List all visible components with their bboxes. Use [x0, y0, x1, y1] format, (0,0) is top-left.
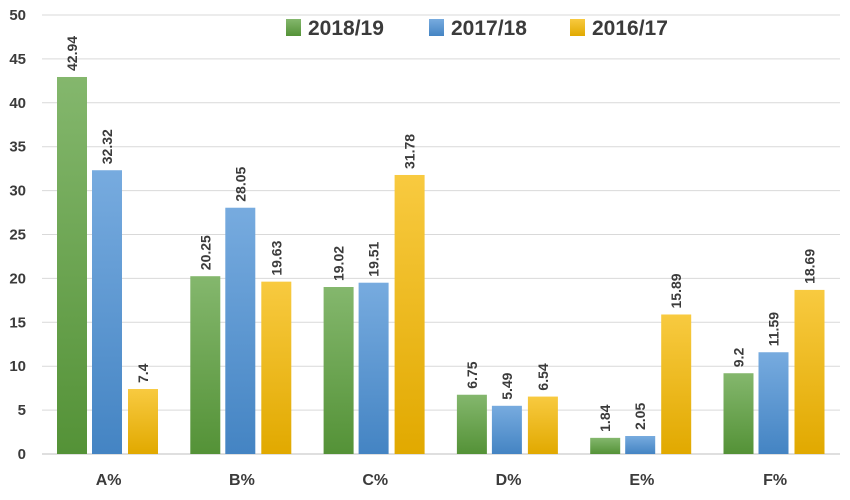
legend-swatch	[570, 19, 585, 36]
category-label: F%	[763, 472, 787, 489]
data-label: 19.51	[366, 241, 382, 276]
bar	[225, 207, 256, 454]
legend-label: 2018/19	[308, 17, 384, 40]
bar	[323, 287, 354, 454]
data-labels: 42.94 32.32 7.4 20.25 28.05 19.63 19.02 19.51 31…	[64, 36, 818, 432]
data-label: 7.4	[135, 363, 151, 383]
y-axis-tick-labels: 0 5 10 15 20 25 30 35 40 45 50	[9, 7, 26, 463]
bars	[57, 76, 825, 454]
legend-label: 2016/17	[592, 17, 668, 40]
bar	[625, 436, 656, 454]
bar	[758, 352, 789, 454]
data-label: 32.32	[99, 129, 115, 164]
bar	[394, 174, 425, 454]
y-tick-label: 30	[9, 183, 26, 200]
gridlines	[42, 14, 840, 455]
y-tick-label: 40	[9, 95, 26, 112]
data-label: 2.05	[632, 403, 648, 430]
bar	[261, 281, 292, 454]
bar	[794, 289, 825, 454]
data-label: 28.05	[232, 166, 248, 201]
bar	[92, 170, 122, 454]
data-label: 31.78	[402, 134, 418, 169]
data-label: 9.2	[731, 348, 747, 368]
y-tick-label: 5	[18, 402, 26, 419]
data-label: 5.49	[499, 372, 515, 399]
bar	[590, 437, 621, 454]
bar	[723, 373, 754, 454]
category-label: B%	[229, 472, 255, 489]
y-tick-label: 25	[9, 227, 26, 244]
bar	[456, 394, 487, 454]
category-label: C%	[362, 472, 388, 489]
y-tick-label: 50	[9, 7, 26, 24]
data-label: 11.59	[766, 312, 782, 346]
x-axis-category-labels: A% B% C% D% E% F%	[96, 472, 787, 489]
bar	[527, 396, 558, 454]
y-tick-label: 20	[9, 270, 26, 287]
legend: 2018/19 2017/18 2016/17	[286, 17, 668, 40]
category-label: D%	[496, 472, 522, 489]
bar	[491, 405, 522, 454]
y-tick-label: 35	[9, 139, 26, 156]
data-label: 1.84	[597, 404, 613, 431]
data-label: 19.63	[268, 240, 284, 275]
legend-label: 2017/18	[451, 17, 527, 40]
data-label: 20.25	[197, 235, 213, 270]
category-label: A%	[96, 472, 122, 489]
data-label: 15.89	[668, 273, 684, 308]
y-tick-label: 45	[9, 51, 26, 68]
bar	[661, 314, 692, 454]
data-label: 18.69	[802, 249, 818, 284]
y-tick-label: 0	[18, 446, 26, 463]
legend-swatch	[429, 19, 444, 36]
bar	[190, 276, 221, 454]
legend-swatch	[286, 19, 301, 36]
y-tick-label: 15	[9, 314, 26, 331]
category-label: E%	[629, 472, 654, 489]
data-label: 6.75	[464, 361, 480, 388]
bar	[358, 282, 389, 454]
bar	[57, 76, 87, 454]
data-label: 6.54	[535, 363, 551, 390]
data-label: 19.02	[331, 246, 347, 281]
y-tick-label: 10	[9, 358, 26, 375]
data-label: 42.94	[64, 36, 80, 71]
bar	[128, 389, 158, 454]
